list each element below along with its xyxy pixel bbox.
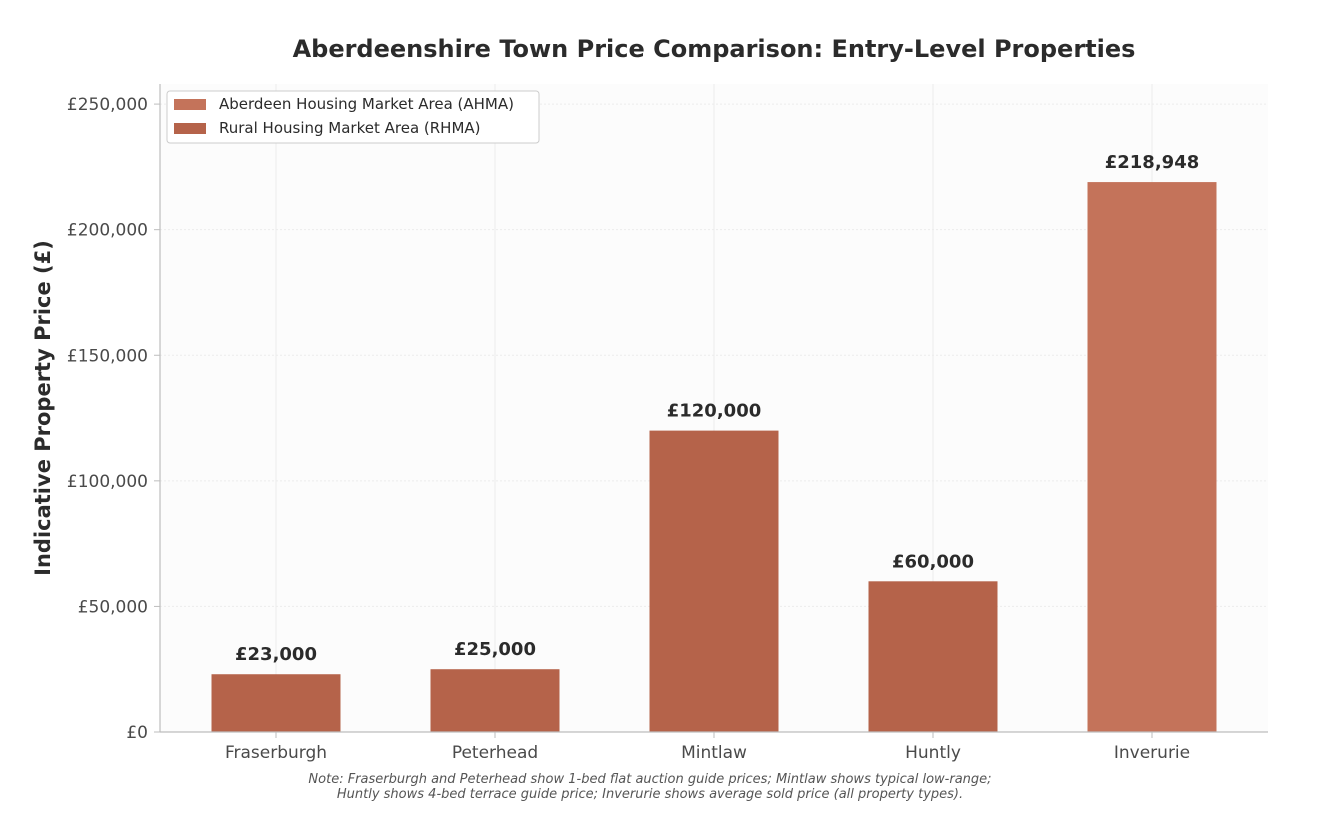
x-tick-label: Peterhead [452,743,538,763]
bar-inverurie [1087,182,1217,732]
y-tick-label: £0 [126,723,148,743]
bar-mintlaw [649,430,779,732]
value-label: £218,948 [1105,152,1200,173]
legend: Aberdeen Housing Market Area (AHMA) Rura… [166,90,540,144]
legend-box [166,90,540,144]
x-tick-label: Mintlaw [681,743,747,763]
value-label: £120,000 [667,401,762,422]
x-ticks: Fraserburgh Peterhead Mintlaw Huntly Inverur… [225,732,1190,763]
value-label: £25,000 [454,639,536,660]
value-labels: £23,000 £25,000 £120,000 £60,000 £218,948 [235,152,1199,665]
y-tick-label: £200,000 [67,221,148,241]
value-label: £60,000 [892,551,974,572]
y-tick-label: £100,000 [67,472,148,492]
legend-label-rhma: Rural Housing Market Area (RHMA) [219,119,481,137]
bar-huntly [868,581,998,732]
footnote-line-1: Note: Fraserburgh and Peterhead show 1-b… [308,772,991,787]
bars [211,182,1217,732]
y-tick-label: £50,000 [78,597,148,617]
bar-peterhead [430,669,560,732]
x-tick-label: Inverurie [1114,743,1190,763]
legend-label-ahma: Aberdeen Housing Market Area (AHMA) [219,95,514,113]
x-tick-label: Huntly [905,743,961,763]
y-tick-label: £250,000 [67,95,148,115]
legend-swatch-rhma [174,123,206,134]
legend-swatch-ahma [174,99,206,110]
value-label: £23,000 [235,644,317,665]
y-axis-label: Indicative Property Price (£) [31,240,55,576]
chart-title: Aberdeenshire Town Price Comparison: Ent… [293,35,1136,63]
y-ticks: £0 £50,000 £100,000 £150,000 £200,000 £250,00… [67,95,160,743]
x-tick-label: Fraserburgh [225,743,327,763]
footnote-line-2: Huntly shows 4-bed terrace guide price; … [337,787,963,802]
bar-fraserburgh [211,674,341,732]
y-tick-label: £150,000 [67,346,148,366]
